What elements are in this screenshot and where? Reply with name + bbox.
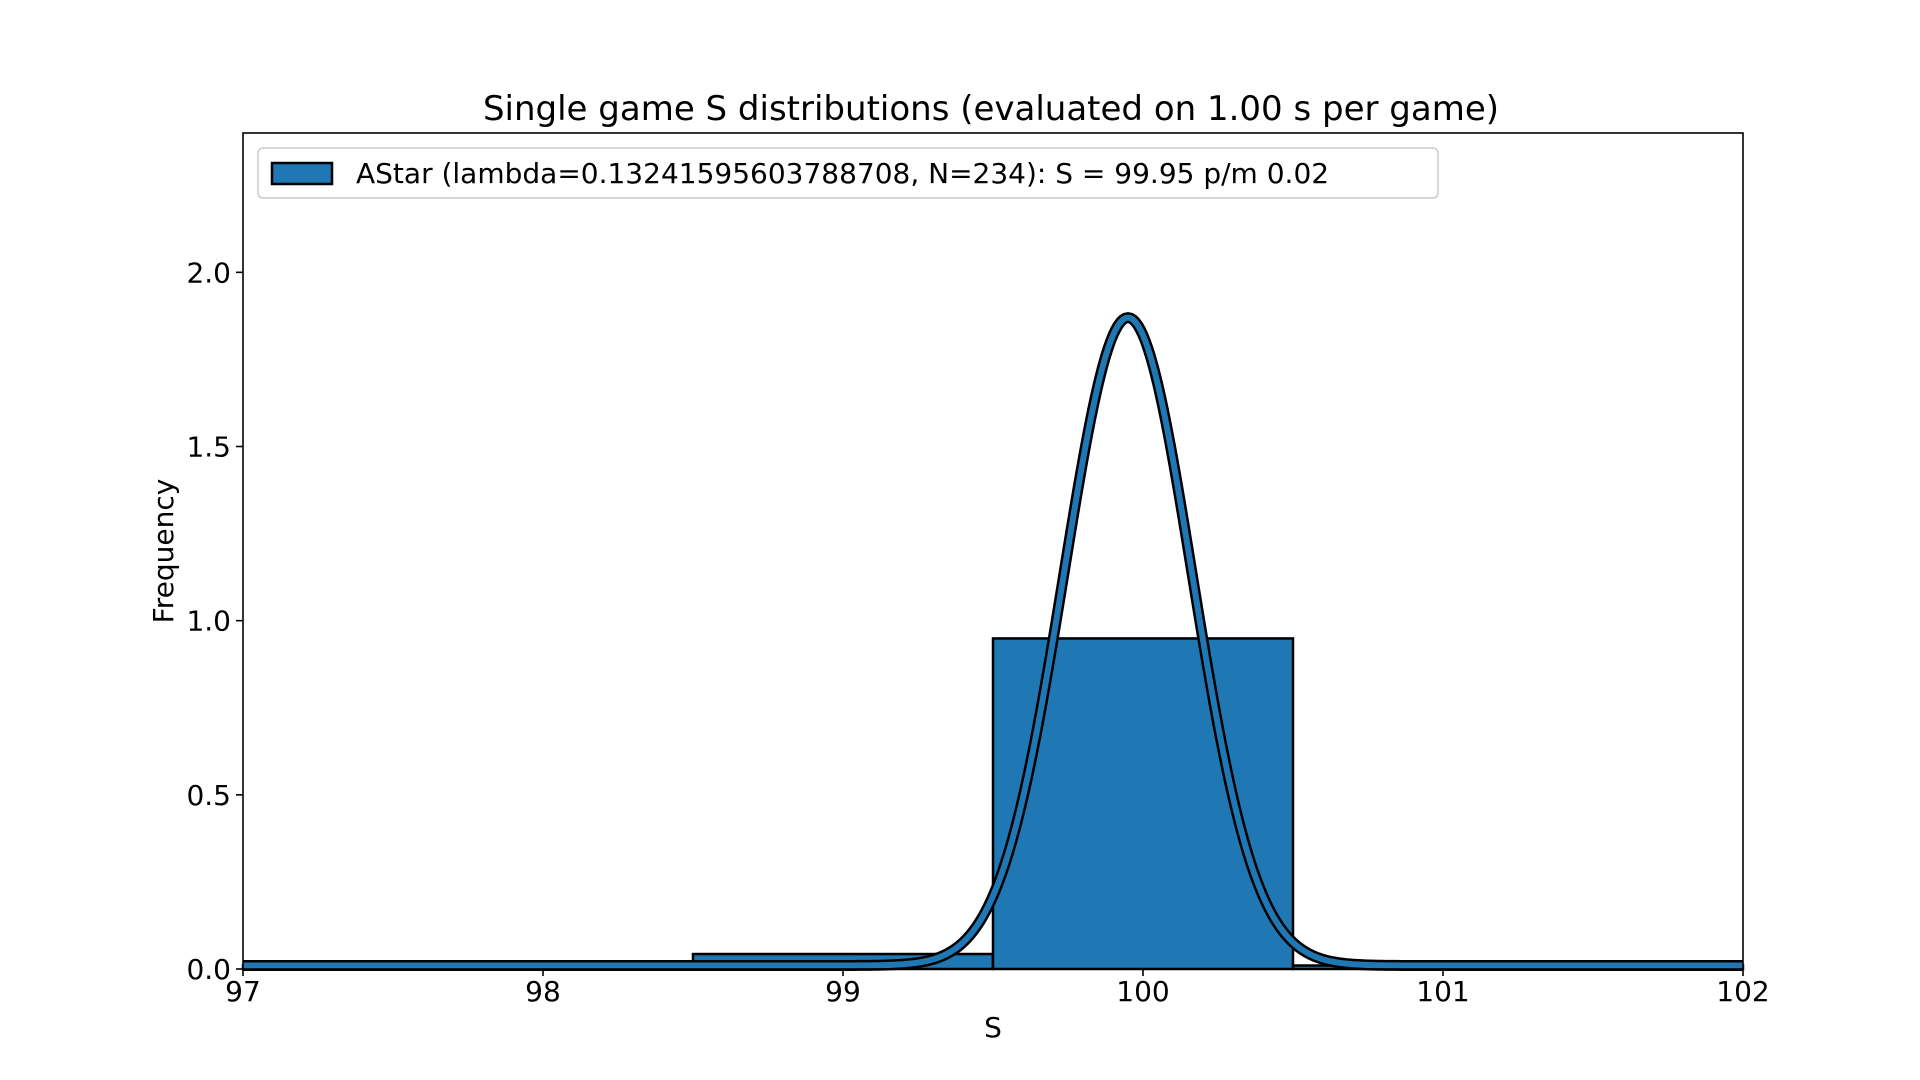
y-tick-label: 0.0 (186, 953, 231, 986)
x-axis-label: S (984, 1011, 1002, 1044)
fit-curve-line (242, 314, 1744, 969)
x-tick-label: 101 (1416, 975, 1469, 1008)
y-tick-label: 0.5 (186, 779, 231, 812)
legend-box (257, 147, 1439, 199)
fit-curve (240, 312, 1746, 972)
legend-entry: AStar (lambda=0.13241595603788708, N=234… (356, 157, 1329, 190)
x-tick-label: 100 (1116, 975, 1169, 1008)
chart-title: Single game S distributions (evaluated o… (483, 89, 1499, 129)
y-tick-label: 1.5 (186, 431, 231, 464)
y-tick-label: 1.0 (186, 605, 231, 638)
legend-swatch (270, 161, 334, 186)
x-tick-label: 97 (225, 975, 261, 1008)
histogram-bars (241, 637, 1745, 971)
x-tick-label: 99 (825, 975, 861, 1008)
plot-frame (242, 132, 1744, 970)
x-tick-label: 102 (1716, 975, 1769, 1008)
y-tick-label: 2.0 (186, 256, 231, 289)
y-axis: 0.0 0.5 1.0 1.5 2.0 (186, 256, 243, 986)
x-axis: 97 98 99 100 101 102 (225, 969, 1770, 1008)
x-tick-label: 98 (525, 975, 561, 1008)
histogram-bar-2 (991, 637, 1295, 971)
legend: AStar (lambda=0.13241595603788708, N=234… (257, 147, 1439, 199)
y-axis-label: Frequency (147, 479, 180, 624)
